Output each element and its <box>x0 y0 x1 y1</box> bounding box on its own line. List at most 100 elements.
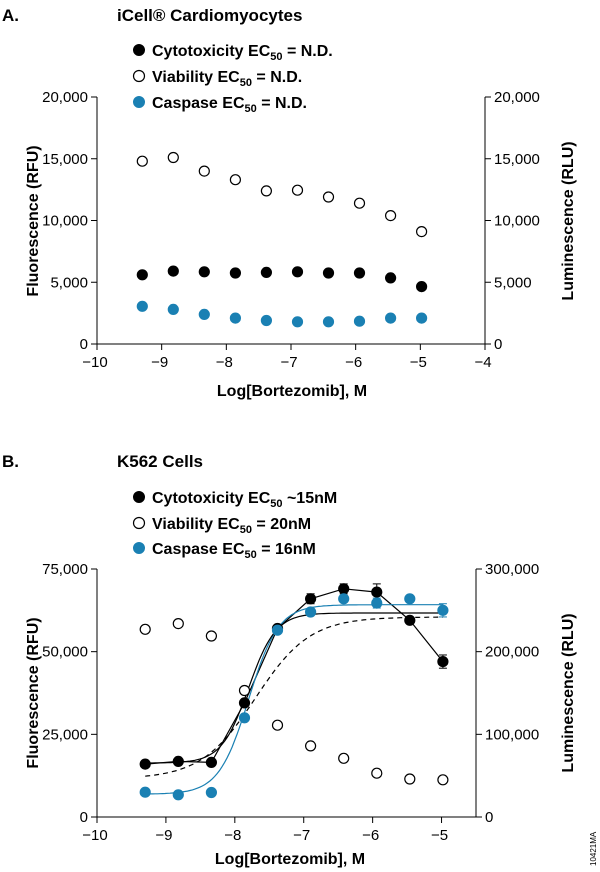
panel-b-viability-point <box>271 719 284 731</box>
panel-b-x-tick-label: −8 <box>224 827 241 844</box>
panel-a: A. iCell® Cardiomyocytes Cytotoxicity EC… <box>2 6 577 400</box>
panel-b-viability-fit-curve <box>145 616 443 777</box>
panel-a-caspase-point <box>353 315 366 327</box>
panel-b-viability-point <box>238 684 251 697</box>
panel-a-caspase-point <box>198 308 210 320</box>
panel-b-caspase-point <box>205 786 217 799</box>
legend-a-viability-text: Viability EC50 = N.D. <box>152 69 302 89</box>
panel-b-viability-point <box>172 617 184 630</box>
panel-a-viability-point <box>416 226 428 238</box>
legend-a-viability-marker <box>132 69 146 83</box>
panel-b-axes <box>96 569 477 818</box>
panel-b-viability-point <box>338 752 350 764</box>
panel-b-y-right-tick-label: 0 <box>485 809 493 826</box>
panel-a-cytotoxicity-point <box>416 281 428 293</box>
panel-a-cytotoxicity-point <box>291 266 304 278</box>
panel-b-caspase-point <box>139 786 151 798</box>
panel-a-x-tick-label: −8 <box>216 354 233 371</box>
panel-b-caspase-point <box>271 624 284 636</box>
panel-b-cytotoxicity-point <box>205 756 217 769</box>
panel-a-caspase-point <box>385 312 397 324</box>
panel-b-y-right-tick-label: 200,000 <box>485 644 539 661</box>
panel-a-caspase-point <box>136 300 148 312</box>
panel-a-y-right-tick-label: 5,000 <box>494 274 532 291</box>
panel-a-axes <box>96 97 486 345</box>
panel-a-viability-point <box>198 165 210 177</box>
panel-a-x-tick-label: −10 <box>82 354 107 371</box>
legend-b-caspase: Caspase EC50 = 16nM <box>133 541 316 561</box>
panel-b-viability-point <box>305 740 317 752</box>
panel-a-x-tick-label: −7 <box>280 354 297 371</box>
panel-a-viability-point <box>353 197 366 209</box>
panel-b-y-right-tick-label: 300,000 <box>485 561 539 578</box>
panel-b-cytotoxicity-point <box>238 697 251 709</box>
panel-b-caspase-point <box>404 593 416 605</box>
panel-b-y-right-label: Luminescence (RLU) <box>560 613 577 772</box>
panel-a-caspase-point <box>167 303 179 315</box>
panel-a-cytotoxicity-point <box>167 265 179 277</box>
panel-a-y-left-label: Fluorescence (RFU) <box>25 145 42 296</box>
panel-a-cytotoxicity-point <box>229 267 241 279</box>
panel-b-caspase-point <box>371 597 383 609</box>
legend-b-viability-marker <box>132 516 146 530</box>
panel-b-x-tick-label: −7 <box>293 827 310 844</box>
panel-b-x-tick-label: −5 <box>431 827 448 844</box>
figure-code: 10421MA <box>589 831 598 866</box>
panel-a-x-tick-label: −9 <box>151 354 168 371</box>
panel-a-viability-point <box>260 185 272 197</box>
panel-b-cytotoxicity-point <box>437 655 449 668</box>
panel-a-y-right-label: Luminescence (RLU) <box>560 141 577 300</box>
panel-b-letter: B. <box>2 452 19 471</box>
panel-a-viability-point <box>385 210 397 222</box>
panel-a-x-tick-label: −6 <box>345 354 362 371</box>
legend-b-viability-text: Viability EC50 = 20nM <box>152 516 311 536</box>
panel-b-cytotoxicity-point <box>139 758 151 770</box>
panel-b-cytotoxicity-fit-curve <box>145 612 443 764</box>
panel-a-letter: A. <box>2 6 19 25</box>
panel-a-viability-point <box>136 155 148 167</box>
panel-a-y-left-tick-label: 10,000 <box>42 213 88 230</box>
panel-a-y-left-tick-label: 5,000 <box>50 274 88 291</box>
panel-a-title: iCell® Cardiomyocytes <box>117 6 302 25</box>
panel-a-plot: −10 −9 −8 −7 −6 −5 −405,00010,00015,00020,0000… <box>42 89 540 371</box>
panel-b-y-left-tick-label: 0 <box>80 809 88 826</box>
legend-a-caspase: Caspase EC50 = N.D. <box>133 95 307 115</box>
legend-a-caspase-marker <box>133 96 145 108</box>
panel-b-caspase-point <box>437 604 449 616</box>
panel-b-x-axis-label: Log[Bortezomib], M <box>215 851 365 868</box>
panel-a-viability-point <box>291 184 304 196</box>
panel-a-cytotoxicity-point <box>353 267 366 279</box>
panel-b-y-left-tick-label: 75,000 <box>42 561 88 578</box>
panel-b-caspase-point <box>238 712 251 724</box>
panel-b-plot: −10 −9 −8 −7 −6 −5 0 25,000 50,000 75,000 0 100,000… <box>42 561 539 844</box>
panel-a-y-right-tick-label: 20,000 <box>494 89 540 106</box>
panel-a-x-tick-label: −4 <box>474 354 491 371</box>
panel-b-y-left-tick-label: 50,000 <box>42 644 88 661</box>
panel-a-y-right-tick-label: 15,000 <box>494 151 540 168</box>
panel-a-caspase-point <box>416 312 428 324</box>
panel-a-viability-point <box>229 174 241 186</box>
panel-b-y-left-tick-label: 25,000 <box>42 726 88 743</box>
panel-a-legend: Cytotoxicity EC50 = N.D. Viability EC50 … <box>132 43 333 115</box>
panel-a-cytotoxicity-point <box>385 272 397 284</box>
panel-a-caspase-point <box>322 316 335 328</box>
legend-a-cytotoxicity: Cytotoxicity EC50 = N.D. <box>133 43 333 63</box>
panel-b-viability-point <box>437 774 449 786</box>
legend-b-cytotoxicity-text: Cytotoxicity EC50 ~15nM <box>152 490 337 510</box>
panel-a-y-left-tick-label: 15,000 <box>42 151 88 168</box>
panel-b-caspase-point <box>338 593 350 605</box>
panel-a-caspase-point <box>260 314 272 327</box>
legend-a-caspase-text: Caspase EC50 = N.D. <box>152 95 307 115</box>
panel-b-cytotoxicity-point <box>371 586 383 598</box>
panel-a-y-left-tick-label: 20,000 <box>42 89 88 106</box>
legend-b-cytotoxicity: Cytotoxicity EC50 ~15nM <box>133 490 337 510</box>
panel-a-caspase-point <box>229 312 241 324</box>
panel-b-x-tick-label: −10 <box>82 827 107 844</box>
legend-b-cytotoxicity-marker <box>133 491 145 503</box>
panel-b-cytotoxicity-point <box>172 755 184 768</box>
panel-a-caspase-point <box>291 316 304 328</box>
panel-a-viability-point <box>167 151 179 164</box>
panel-b-cytotoxicity-point <box>338 583 350 595</box>
panel-b-x-tick-label: −9 <box>155 827 172 844</box>
panel-b-viability-point <box>371 767 383 779</box>
